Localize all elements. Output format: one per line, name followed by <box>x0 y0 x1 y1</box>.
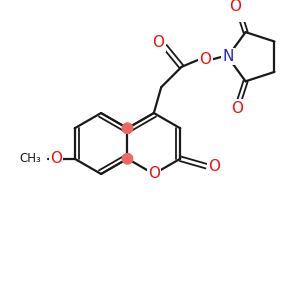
Text: N: N <box>222 49 233 64</box>
Text: O: O <box>230 0 242 14</box>
Circle shape <box>122 154 133 164</box>
Text: O: O <box>200 52 211 67</box>
Text: O: O <box>208 159 220 174</box>
Text: O: O <box>200 52 211 67</box>
Text: N: N <box>222 49 233 64</box>
Text: O: O <box>208 159 220 174</box>
Text: O: O <box>231 100 243 116</box>
Text: O: O <box>148 167 160 182</box>
Circle shape <box>122 123 133 133</box>
Text: O: O <box>148 167 160 182</box>
Text: O: O <box>50 151 62 166</box>
Text: CH₃: CH₃ <box>20 152 41 165</box>
Text: O: O <box>152 35 164 50</box>
Text: O: O <box>50 151 62 166</box>
Circle shape <box>122 154 133 164</box>
Circle shape <box>122 123 133 133</box>
